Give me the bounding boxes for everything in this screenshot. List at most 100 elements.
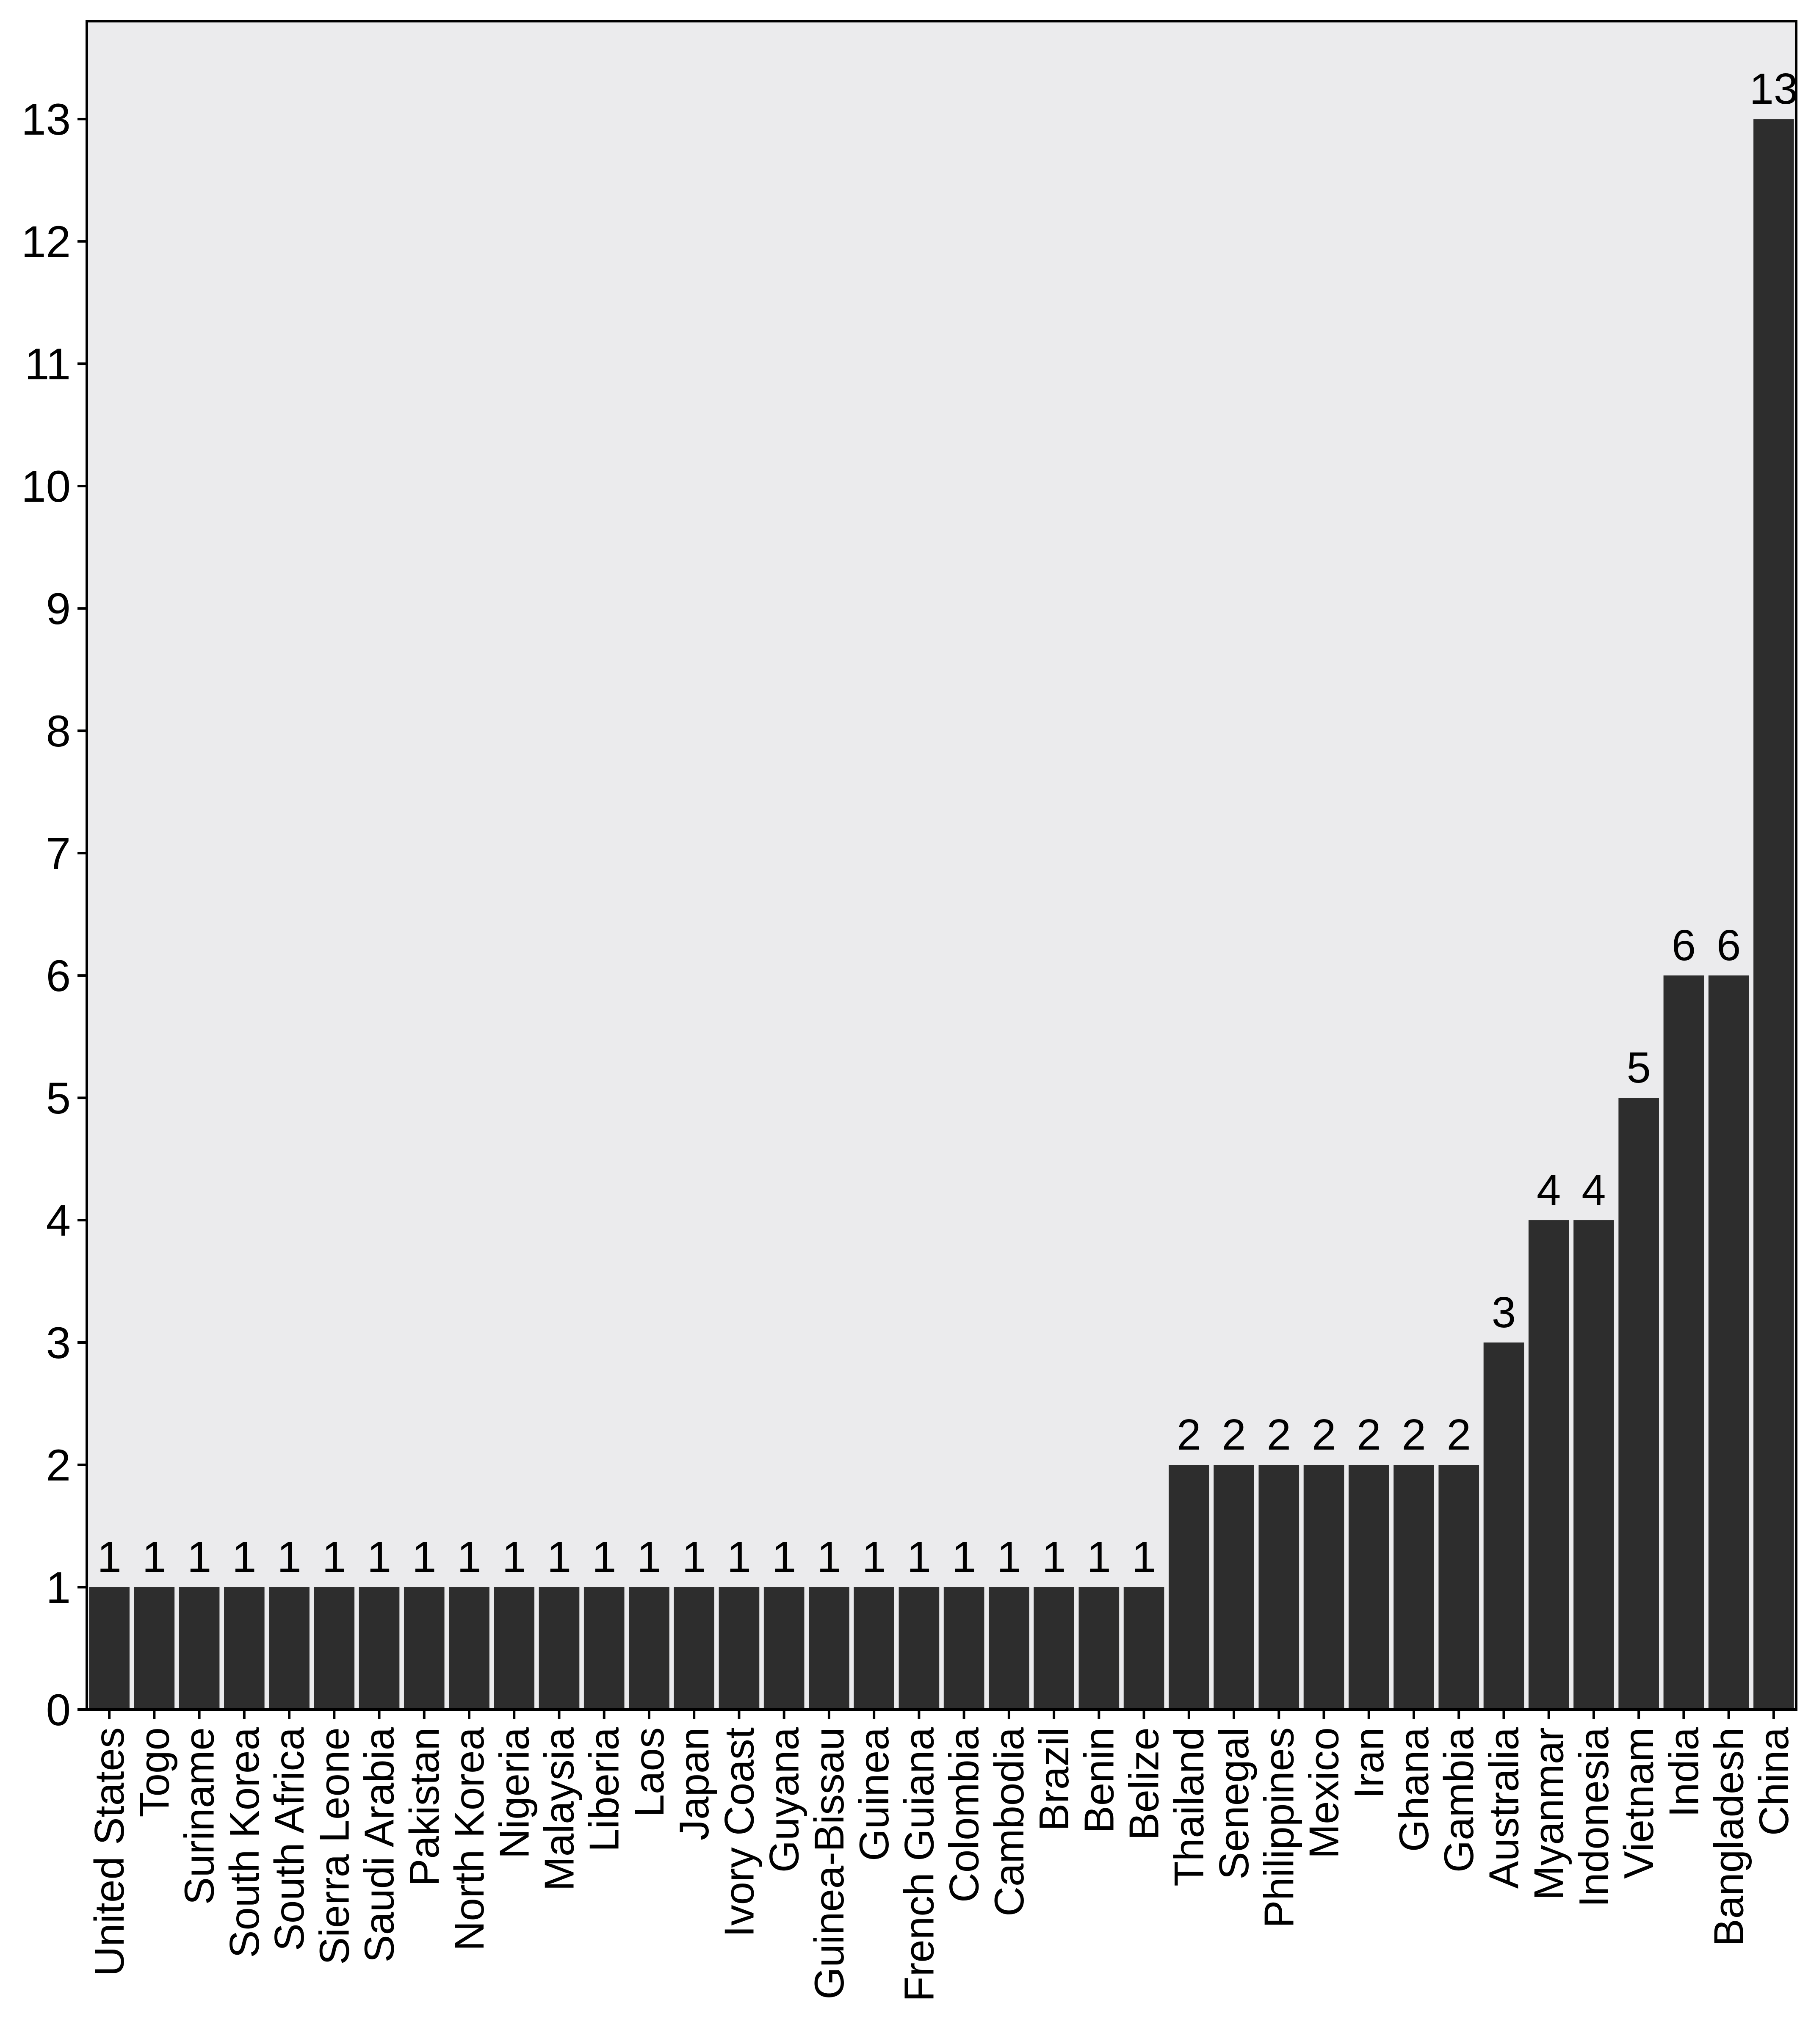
data-label-liberia: 1 [592, 1533, 616, 1581]
data-label-philippines: 2 [1267, 1410, 1291, 1459]
y-tick-label: 13 [21, 95, 71, 144]
data-labels-group: 1 1 1 1 1 1 1 1 1 1 1 1 1 1 1 1 1 1 1 1 1 1 1 12 2 2 2 2 2 234 456 613 [97, 64, 1798, 1581]
y-tick-label: 10 [21, 462, 71, 511]
bar-cambodia [989, 1587, 1029, 1710]
data-label-togo: 1 [142, 1533, 166, 1581]
data-label-nigeria: 1 [502, 1533, 526, 1581]
x-tick-label-japan: Japan [671, 1727, 717, 1840]
x-tick-label-belize: Belize [1121, 1727, 1167, 1840]
bar-nigeria [494, 1587, 535, 1710]
bar-belize [1123, 1587, 1164, 1710]
bar-senegal [1214, 1465, 1254, 1710]
x-tick-label-brazil: Brazil [1031, 1727, 1077, 1831]
x-tick-label-sierra-leone: Sierra Leone [311, 1727, 357, 1965]
x-tick-label-australia: Australia [1480, 1727, 1527, 1889]
bar-liberia [583, 1587, 625, 1710]
y-tick-label: 5 [46, 1074, 71, 1123]
y-tick-label: 3 [46, 1318, 71, 1368]
bar-ivory-coast [719, 1587, 760, 1710]
bar-togo [134, 1587, 175, 1710]
data-label-french-guiana: 1 [907, 1533, 931, 1581]
y-tick-label: 1 [46, 1563, 71, 1613]
y-tick-label: 8 [46, 707, 71, 756]
x-tick-label-united-states: United States [86, 1727, 133, 1976]
bar-guinea-bissau [809, 1587, 849, 1710]
data-label-colombia: 1 [952, 1533, 976, 1581]
bars-group [89, 119, 1794, 1710]
bar-australia [1483, 1342, 1524, 1710]
x-tick-label-senegal: Senegal [1211, 1727, 1257, 1880]
bar-colombia [943, 1587, 984, 1710]
bar-laos [629, 1587, 669, 1710]
data-label-suriname: 1 [187, 1533, 211, 1581]
data-label-guinea: 1 [862, 1533, 886, 1581]
bar-indonesia [1573, 1220, 1614, 1710]
y-tick-label: 2 [46, 1441, 71, 1490]
data-label-sierra-leone: 1 [322, 1533, 346, 1581]
data-label-china: 13 [1750, 64, 1798, 113]
bar-benin [1078, 1587, 1120, 1710]
data-label-brazil: 1 [1042, 1533, 1066, 1581]
x-tick-label-liberia: Liberia [581, 1727, 628, 1852]
x-tick-label-guyana: Guyana [761, 1727, 807, 1873]
data-label-japan: 1 [682, 1533, 706, 1581]
data-label-senegal: 2 [1222, 1410, 1246, 1459]
x-tick-label-iran: Iran [1346, 1727, 1392, 1799]
data-label-pakistan: 1 [412, 1533, 436, 1581]
bar-myanmar [1528, 1220, 1569, 1710]
y-tick-label: 4 [46, 1196, 71, 1246]
y-tick-label: 6 [46, 951, 71, 1001]
bar-south-africa [269, 1587, 310, 1710]
bar-japan [674, 1587, 715, 1710]
data-label-laos: 1 [637, 1533, 661, 1581]
bar-iran [1348, 1465, 1389, 1710]
x-tick-label-south-africa: South Africa [266, 1727, 312, 1951]
bar-guinea [854, 1587, 894, 1710]
x-tick-label-cambodia: Cambodia [986, 1727, 1032, 1917]
data-label-bangladesh: 6 [1717, 921, 1741, 970]
x-tick-label-suriname: Suriname [176, 1727, 223, 1905]
data-label-south-africa: 1 [277, 1533, 301, 1581]
x-tick-label-french-guiana: French Guiana [896, 1727, 942, 2002]
x-tick-label-philippines: Philippines [1255, 1727, 1302, 1928]
x-tick-label-north-korea: North Korea [446, 1727, 492, 1951]
bar-north-korea [449, 1587, 489, 1710]
data-label-gambia: 2 [1447, 1410, 1471, 1459]
x-tick-label-pakistan: Pakistan [401, 1727, 448, 1887]
data-label-vietnam: 5 [1627, 1043, 1651, 1092]
bar-thailand [1168, 1465, 1209, 1710]
bar-saudi-arabia [359, 1587, 400, 1710]
data-label-australia: 3 [1492, 1288, 1516, 1337]
bar-vietnam [1618, 1098, 1659, 1710]
data-label-north-korea: 1 [457, 1533, 481, 1581]
x-tick-label-gambia: Gambia [1435, 1727, 1482, 1873]
x-tick-label-togo: Togo [131, 1727, 177, 1818]
bar-united-states [89, 1587, 130, 1710]
data-label-guyana: 1 [772, 1533, 796, 1581]
x-tick-label-bangladesh: Bangladesh [1706, 1727, 1752, 1947]
data-label-benin: 1 [1087, 1533, 1111, 1581]
bar-malaysia [539, 1587, 580, 1710]
data-label-guinea-bissau: 1 [817, 1533, 841, 1581]
x-tick-label-laos: Laos [626, 1727, 672, 1818]
y-tick-label: 7 [46, 829, 71, 878]
data-label-myanmar: 4 [1537, 1166, 1561, 1214]
data-label-ghana: 2 [1402, 1410, 1426, 1459]
data-label-malaysia: 1 [547, 1533, 571, 1581]
bar-pakistan [404, 1587, 445, 1710]
bar-suriname [179, 1587, 220, 1710]
x-tick-label-myanmar: Myanmar [1526, 1727, 1572, 1900]
x-tick-label-thailand: Thailand [1166, 1727, 1212, 1887]
data-label-thailand: 2 [1177, 1410, 1201, 1459]
x-tick-label-guinea-bissau: Guinea-Bissau [806, 1727, 852, 2000]
bar-south-korea [224, 1587, 265, 1710]
bar-india [1663, 975, 1704, 1710]
data-label-cambodia: 1 [997, 1533, 1021, 1581]
x-tick-label-benin: Benin [1076, 1727, 1122, 1834]
y-tick-label: 9 [46, 584, 71, 634]
bar-brazil [1034, 1587, 1074, 1710]
bar-gambia [1438, 1465, 1479, 1710]
